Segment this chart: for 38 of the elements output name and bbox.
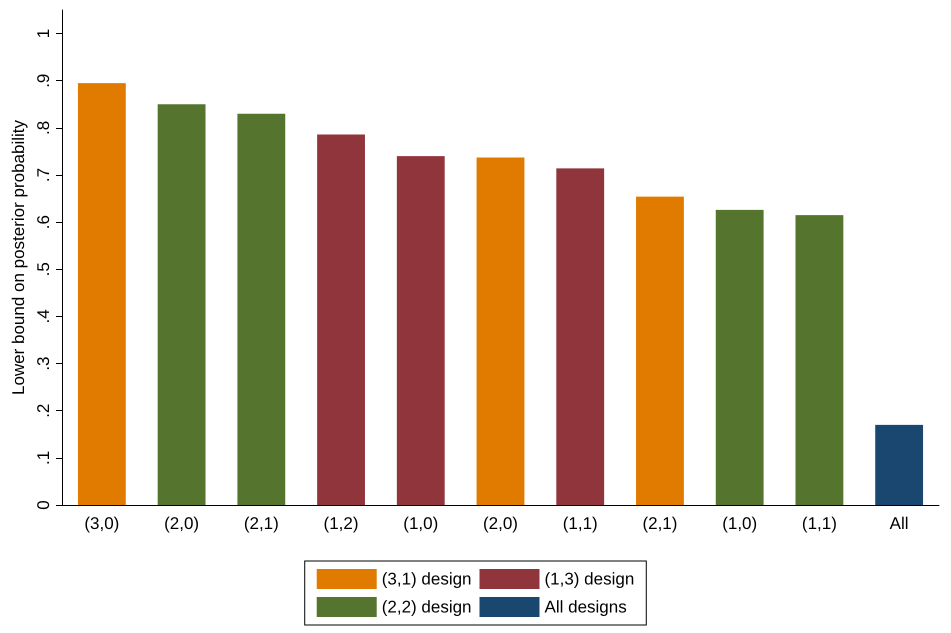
y-tick-label: .8 xyxy=(34,120,53,135)
y-tick-label: .2 xyxy=(34,404,53,418)
x-tick-label: (1,0) xyxy=(722,514,758,533)
bar xyxy=(237,114,286,505)
y-tick-label: 0 xyxy=(34,500,53,510)
x-tick-label: (3,0) xyxy=(84,514,120,533)
bar xyxy=(716,210,764,505)
legend-label: (3,1) design xyxy=(382,570,472,588)
y-tick-label: .6 xyxy=(34,215,53,230)
legend-label: All designs xyxy=(544,598,627,616)
x-tick-label: (1,1) xyxy=(802,514,837,533)
bar xyxy=(78,83,126,505)
y-tick-label: .3 xyxy=(34,356,53,371)
x-tick-label: (2,0) xyxy=(164,514,200,533)
x-tick-label: (2,1) xyxy=(244,514,279,533)
y-tick-label: .4 xyxy=(34,309,53,324)
x-tick-label: (2,1) xyxy=(642,514,678,533)
y-tick-label: 1 xyxy=(34,28,53,38)
bar xyxy=(476,158,524,505)
bar xyxy=(317,134,365,505)
bar xyxy=(396,156,445,505)
bar xyxy=(875,424,924,505)
y-tick-label: .9 xyxy=(34,74,53,88)
bar xyxy=(636,196,684,505)
bar xyxy=(158,104,206,505)
x-tick-label: All xyxy=(890,514,909,533)
y-tick-label: .7 xyxy=(34,168,53,182)
bar xyxy=(556,168,604,505)
y-tick-label: .1 xyxy=(34,450,53,465)
x-tick-label: (1,2) xyxy=(324,514,359,533)
x-tick-label: (2,0) xyxy=(483,514,518,533)
y-axis-title: Lower bound on posterior probability xyxy=(9,120,28,396)
bar xyxy=(795,215,844,505)
legend-label: (2,2) design xyxy=(382,598,472,616)
x-tick-label: (1,1) xyxy=(562,514,598,533)
y-tick-label: .5 xyxy=(34,262,53,276)
x-tick-label: (1,0) xyxy=(403,514,438,533)
legend-label: (1,3) design xyxy=(544,570,634,588)
